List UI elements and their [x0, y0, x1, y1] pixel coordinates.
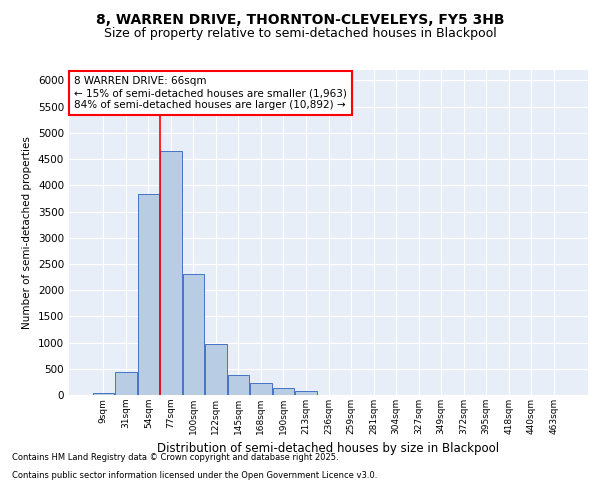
Bar	[160, 151, 182, 395]
Bar	[137, 194, 159, 395]
Bar	[295, 391, 317, 395]
Text: 8, WARREN DRIVE, THORNTON-CLEVELEYS, FY5 3HB: 8, WARREN DRIVE, THORNTON-CLEVELEYS, FY5…	[96, 12, 504, 26]
Bar	[205, 344, 227, 395]
Text: Contains public sector information licensed under the Open Government Licence v3: Contains public sector information licen…	[12, 471, 377, 480]
Text: 8 WARREN DRIVE: 66sqm
← 15% of semi-detached houses are smaller (1,963)
84% of s: 8 WARREN DRIVE: 66sqm ← 15% of semi-deta…	[74, 76, 347, 110]
Bar	[228, 375, 249, 395]
Bar	[273, 388, 294, 395]
X-axis label: Distribution of semi-detached houses by size in Blackpool: Distribution of semi-detached houses by …	[157, 442, 500, 456]
Text: Size of property relative to semi-detached houses in Blackpool: Size of property relative to semi-detach…	[104, 28, 496, 40]
Bar	[250, 383, 272, 395]
Bar	[92, 394, 114, 395]
Text: Contains HM Land Registry data © Crown copyright and database right 2025.: Contains HM Land Registry data © Crown c…	[12, 454, 338, 462]
Y-axis label: Number of semi-detached properties: Number of semi-detached properties	[22, 136, 32, 329]
Bar	[115, 372, 137, 395]
Bar	[182, 274, 204, 395]
